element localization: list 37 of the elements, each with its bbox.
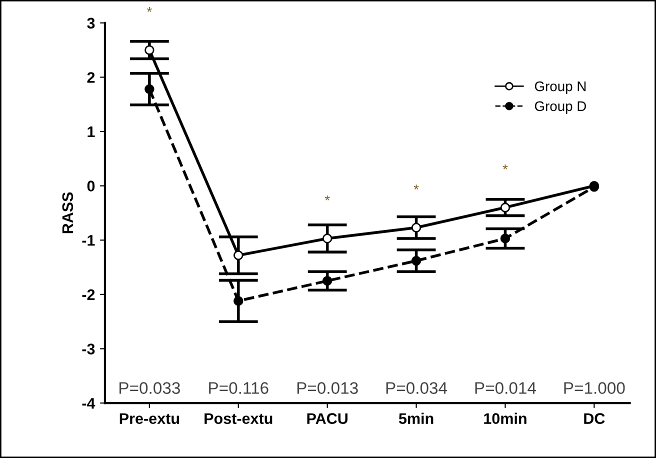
annotation: P=0.034 <box>386 382 448 394</box>
point <box>322 234 332 244</box>
point <box>500 202 510 212</box>
x-tick-label: Post-extu <box>204 413 272 424</box>
y-tick-label: -3 <box>82 344 95 354</box>
annotation: * <box>414 184 419 190</box>
x-tick-label: 10min <box>484 412 526 424</box>
y-tick-label: -2 <box>82 289 95 300</box>
annotation: * <box>502 164 508 170</box>
point <box>500 234 510 244</box>
annotation: * <box>146 7 152 12</box>
y-tick-label: -1 <box>82 235 95 246</box>
annotation: P=0.013 <box>297 382 358 394</box>
x-tick-label: 5min <box>398 412 434 424</box>
y-tick-label: 3 <box>87 18 95 29</box>
x-tick-label: DC <box>584 413 605 424</box>
point <box>144 84 154 94</box>
y-tick-label: 1 <box>88 126 95 138</box>
y-axis-title: RASS <box>62 192 74 234</box>
point <box>411 256 422 266</box>
annotation: P=0.014 <box>475 382 536 394</box>
y-tick-label: 2 <box>87 72 95 83</box>
point <box>234 250 244 260</box>
y-tick-label: -4 <box>82 398 96 409</box>
x-tick-label: Pre-extu <box>120 413 179 424</box>
x-tick-label: PACU <box>307 413 348 424</box>
annotation: * <box>324 196 330 200</box>
point <box>411 222 422 232</box>
point <box>144 45 154 55</box>
point <box>322 276 332 286</box>
point <box>234 296 244 306</box>
annotation: P=0.116 <box>209 382 268 394</box>
legend-label: Group D <box>534 101 586 114</box>
legend-label: Group N <box>534 81 586 94</box>
y-tick-label: 0 <box>87 180 95 192</box>
annotation: P=0.033 <box>120 382 180 394</box>
annotation: P=1.000 <box>564 382 625 394</box>
